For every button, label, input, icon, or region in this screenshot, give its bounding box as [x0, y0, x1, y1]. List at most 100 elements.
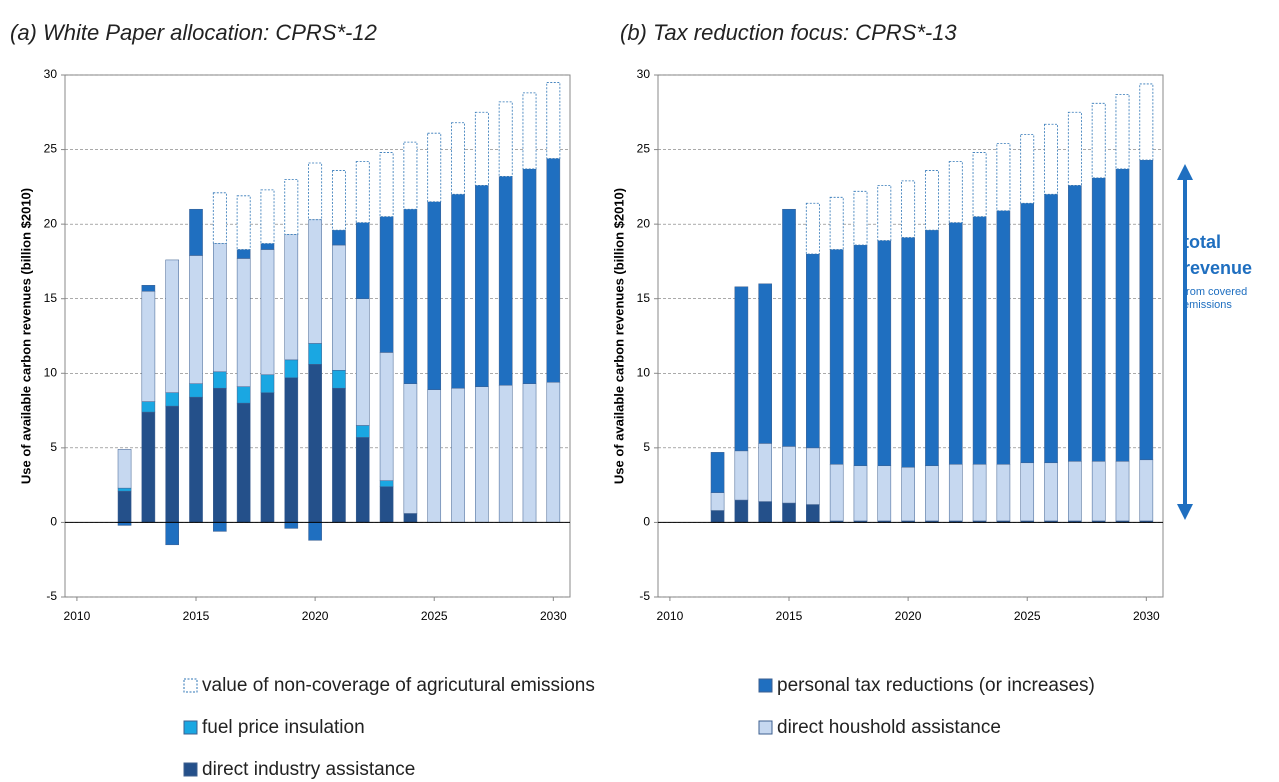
x-tick-label: 2015 — [776, 609, 803, 623]
bar-segment — [710, 492, 725, 511]
bar-segment — [734, 450, 749, 501]
bar-segment — [403, 383, 418, 514]
bar-segment — [972, 464, 987, 522]
y-tick-label: 5 — [643, 440, 650, 454]
legend-label: fuel price insulation — [202, 717, 365, 738]
x-tick-label: 2020 — [895, 609, 922, 623]
bar-segment — [355, 222, 370, 299]
bar-segment — [284, 234, 299, 361]
legend-label: value of non-coverage of agricutural emi… — [202, 675, 595, 696]
y-tick-label: -5 — [639, 589, 650, 603]
bar-segment — [260, 249, 275, 376]
bar-segment — [403, 513, 418, 523]
bar-segment — [260, 243, 275, 250]
bar-segment — [332, 370, 346, 389]
bar-segment — [925, 229, 939, 467]
bar-segment — [925, 465, 939, 522]
bar-segment — [996, 464, 1011, 522]
y-tick-label: 15 — [637, 291, 651, 305]
bar-segment — [877, 240, 892, 467]
bar-segment — [498, 101, 513, 177]
bar-segment — [308, 364, 322, 523]
x-tick-label: 2025 — [1014, 609, 1041, 623]
bar-segment — [213, 522, 227, 532]
bar-segment — [1044, 123, 1058, 195]
bar-segment — [972, 216, 987, 465]
bar-segment — [1067, 111, 1082, 186]
bar-segment — [308, 343, 322, 365]
x-tick-label: 2015 — [183, 609, 210, 623]
y-tick-label: 0 — [50, 515, 57, 529]
x-tick-label: 2010 — [657, 609, 684, 623]
y-tick-label: 5 — [50, 440, 57, 454]
bar-segment — [189, 383, 203, 398]
bar-segment — [782, 208, 796, 447]
bar-segment — [710, 510, 725, 523]
series — [212, 82, 561, 250]
bar-segment — [996, 143, 1011, 212]
bar-segment — [236, 258, 251, 387]
bar-segment — [498, 384, 513, 523]
bar-segment — [1068, 461, 1082, 522]
annotation: emissions — [1183, 299, 1232, 311]
bar-segment — [972, 152, 987, 218]
y-axis-title: Use of available carbon revenues (billio… — [18, 188, 33, 484]
bar-segment — [829, 249, 844, 465]
y-tick-label: 0 — [643, 515, 650, 529]
bar-segment — [379, 216, 394, 353]
bar-segment — [498, 176, 513, 386]
bar-segment — [284, 377, 299, 523]
bar-segment — [782, 502, 796, 523]
legend-swatch — [758, 678, 773, 693]
bar-segment — [948, 161, 963, 224]
bar-segment — [165, 522, 179, 546]
bar-segment — [117, 487, 132, 492]
bar-segment — [260, 392, 275, 523]
legend-label: personal tax reductions (or increases) — [777, 675, 1095, 696]
y-tick-label: 10 — [44, 365, 58, 379]
bar-segment — [332, 244, 346, 371]
bar-segment — [117, 449, 132, 489]
bar-segment — [403, 141, 418, 210]
bar-segment — [213, 243, 227, 373]
bar-segment — [806, 253, 820, 449]
bar-segment — [1139, 83, 1154, 161]
x-tick-label: 2030 — [540, 609, 567, 623]
legend-label: direct houshold assistance — [777, 717, 1001, 738]
series — [117, 158, 561, 546]
bar-segment — [308, 522, 322, 541]
bar-segment — [284, 359, 299, 379]
chart-title: (a) White Paper allocation: CPRS*-12 — [10, 20, 377, 45]
bar-segment — [212, 192, 227, 244]
bar-segment — [236, 402, 251, 523]
legend-label: direct industry assistance — [202, 759, 415, 780]
y-tick-label: 30 — [637, 67, 651, 81]
legend-swatch — [183, 720, 198, 735]
bar-segment — [1139, 459, 1154, 522]
y-tick-label: 20 — [637, 216, 651, 230]
bar-segment — [332, 229, 346, 246]
bar-segment — [379, 352, 394, 481]
bar-segment — [141, 291, 156, 402]
x-tick-label: 2030 — [1133, 609, 1160, 623]
bar-segment — [901, 466, 915, 522]
bar-segment — [475, 386, 489, 523]
bar-segment — [355, 298, 370, 426]
bar-segment — [451, 122, 465, 195]
y-tick-label: 30 — [44, 67, 58, 81]
x-tick-label: 2020 — [302, 609, 329, 623]
bar-segment — [427, 132, 442, 203]
bar-segment — [782, 446, 796, 504]
legend-swatch — [183, 678, 198, 693]
bar-segment — [236, 386, 251, 404]
y-tick-label: 15 — [44, 291, 58, 305]
bar-segment — [117, 490, 132, 523]
bar-segment — [213, 371, 227, 389]
bar-segment — [379, 152, 394, 218]
bar-segment — [853, 190, 868, 246]
bar-segment — [1044, 194, 1058, 464]
bar-segment — [141, 285, 156, 292]
bar-segment — [236, 195, 251, 250]
bar-segment — [260, 374, 275, 393]
bar-segment — [355, 437, 370, 523]
